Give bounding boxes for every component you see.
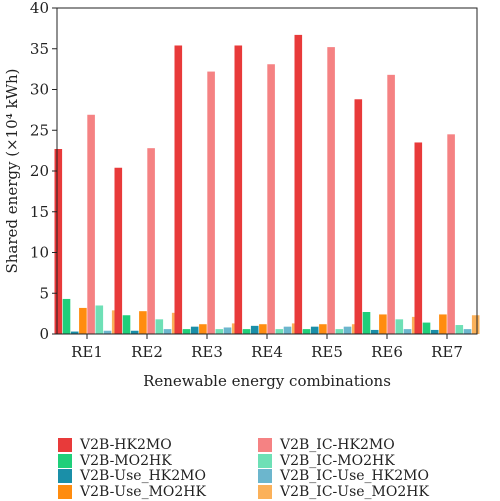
y-tick-label: 15 bbox=[30, 203, 49, 221]
y-tick-label: 40 bbox=[30, 0, 49, 17]
x-tick-label: RE3 bbox=[191, 343, 223, 361]
bar-re4-2 bbox=[250, 325, 259, 334]
bar-re2-2 bbox=[130, 330, 139, 334]
bar-re7-7 bbox=[471, 315, 480, 334]
bar-re2-4 bbox=[147, 148, 155, 334]
bar-re3-6 bbox=[223, 327, 232, 334]
y-tick-label: 35 bbox=[30, 40, 49, 58]
x-tick-label: RE2 bbox=[131, 343, 163, 361]
chart-svg: 0 5 10 15 20 25 30 35 40 RE1 RE2 RE3 RE4 RE5 RE6 RE7 S… bbox=[3, 0, 480, 390]
y-tick-label: 5 bbox=[39, 284, 49, 302]
bar-re4-0 bbox=[234, 45, 243, 335]
legend-item: V2B-Use_HK2MO bbox=[58, 467, 206, 485]
legend-label: V2B-HK2MO bbox=[80, 437, 172, 453]
bar-re2-6 bbox=[163, 329, 172, 334]
legend-label: V2B-MO2HK bbox=[80, 452, 172, 469]
legend-swatch bbox=[58, 469, 72, 483]
legend-swatch bbox=[58, 453, 72, 468]
x-tick-label: RE7 bbox=[431, 343, 463, 361]
bar-re6-2 bbox=[370, 329, 379, 334]
legend-label: V2B_IC-Use_HK2MO bbox=[280, 468, 429, 484]
legend-item: V2B-Use_MO2HK bbox=[58, 483, 206, 501]
bar-re5-1 bbox=[302, 329, 311, 334]
y-tick-label: 10 bbox=[30, 244, 49, 262]
bar-re4-4 bbox=[267, 64, 275, 335]
bar-re3-3 bbox=[199, 324, 207, 334]
bar-re6-5 bbox=[395, 319, 404, 334]
bar-re3-5 bbox=[215, 329, 224, 334]
bar-re7-1 bbox=[422, 322, 431, 334]
x-ticks: RE1 RE2 RE3 RE4 RE5 RE6 RE7 bbox=[71, 334, 463, 361]
bar-re1-3 bbox=[79, 307, 87, 334]
bar-re3-1 bbox=[182, 329, 191, 334]
legend-item: V2B-MO2HK bbox=[58, 452, 172, 470]
bar-re4-1 bbox=[242, 329, 251, 334]
bar-re2-1 bbox=[122, 315, 131, 334]
bar-re2-3 bbox=[139, 311, 147, 334]
bar-re1-2 bbox=[70, 331, 79, 334]
bar-re1-0 bbox=[54, 149, 63, 334]
bar-re4-3 bbox=[259, 324, 267, 334]
legend-label: V2B-Use_HK2MO bbox=[80, 468, 206, 484]
legend-swatch bbox=[258, 484, 272, 499]
bar-re4-6 bbox=[283, 326, 292, 334]
bar-re4-5 bbox=[275, 329, 284, 334]
legend-swatch bbox=[58, 484, 72, 499]
bars-layer bbox=[54, 34, 480, 335]
bar-re5-6 bbox=[343, 326, 352, 334]
legend-label: V2B_IC-Use_MO2HK bbox=[280, 483, 429, 500]
x-axis-label: Renewable energy combinations bbox=[143, 372, 391, 390]
bar-re7-6 bbox=[463, 329, 472, 334]
legend-swatch bbox=[258, 438, 272, 452]
bar-re2-0 bbox=[114, 167, 123, 334]
bar-re1-6 bbox=[103, 330, 112, 334]
y-axis-label: Shared energy (×10⁴ kWh) bbox=[3, 68, 21, 273]
bar-re5-0 bbox=[294, 34, 303, 334]
legend-swatch bbox=[58, 438, 72, 452]
legend-item: V2B_IC-HK2MO bbox=[258, 436, 395, 454]
legend-swatch bbox=[258, 453, 272, 468]
bar-re2-5 bbox=[155, 319, 164, 334]
bar-re5-5 bbox=[335, 329, 344, 334]
bar-re6-4 bbox=[387, 74, 395, 334]
y-ticks: 0 5 10 15 20 25 30 35 40 bbox=[30, 0, 57, 343]
y-tick-label: 25 bbox=[30, 121, 49, 139]
bar-re6-3 bbox=[379, 314, 387, 334]
legend-item: V2B_IC-MO2HK bbox=[258, 452, 395, 470]
bar-re3-2 bbox=[190, 326, 199, 334]
bar-re7-3 bbox=[439, 314, 447, 334]
bar-re1-5 bbox=[95, 305, 104, 334]
bar-re3-0 bbox=[174, 45, 183, 335]
bar-re3-4 bbox=[207, 71, 215, 334]
bar-re6-0 bbox=[354, 99, 363, 334]
bar-re5-3 bbox=[319, 324, 327, 334]
bar-re6-6 bbox=[403, 329, 412, 334]
bar-re5-2 bbox=[310, 326, 319, 334]
legend-label: V2B_IC-MO2HK bbox=[280, 452, 395, 469]
x-tick-label: RE5 bbox=[311, 343, 343, 361]
bar-re7-4 bbox=[447, 134, 455, 334]
x-tick-label: RE6 bbox=[371, 343, 403, 361]
legend-item: V2B-HK2MO bbox=[58, 436, 172, 454]
x-tick-label: RE1 bbox=[71, 343, 103, 361]
x-tick-label: RE4 bbox=[251, 343, 283, 361]
legend-item: V2B_IC-Use_MO2HK bbox=[258, 483, 429, 501]
legend-item: V2B_IC-Use_HK2MO bbox=[258, 467, 429, 485]
bar-re7-0 bbox=[414, 142, 423, 334]
bar-re7-5 bbox=[455, 325, 464, 334]
bar-re7-2 bbox=[430, 329, 439, 334]
bar-re1-4 bbox=[87, 114, 95, 335]
y-tick-label: 20 bbox=[30, 162, 49, 180]
bar-re6-1 bbox=[362, 312, 371, 334]
legend-label: V2B-Use_MO2HK bbox=[80, 483, 206, 500]
bar-re5-4 bbox=[327, 47, 335, 335]
y-tick-label: 30 bbox=[30, 81, 49, 99]
y-tick-label: 0 bbox=[39, 325, 49, 343]
legend-swatch bbox=[258, 469, 272, 483]
bar-re1-1 bbox=[62, 298, 71, 334]
legend-label: V2B_IC-HK2MO bbox=[280, 437, 395, 453]
